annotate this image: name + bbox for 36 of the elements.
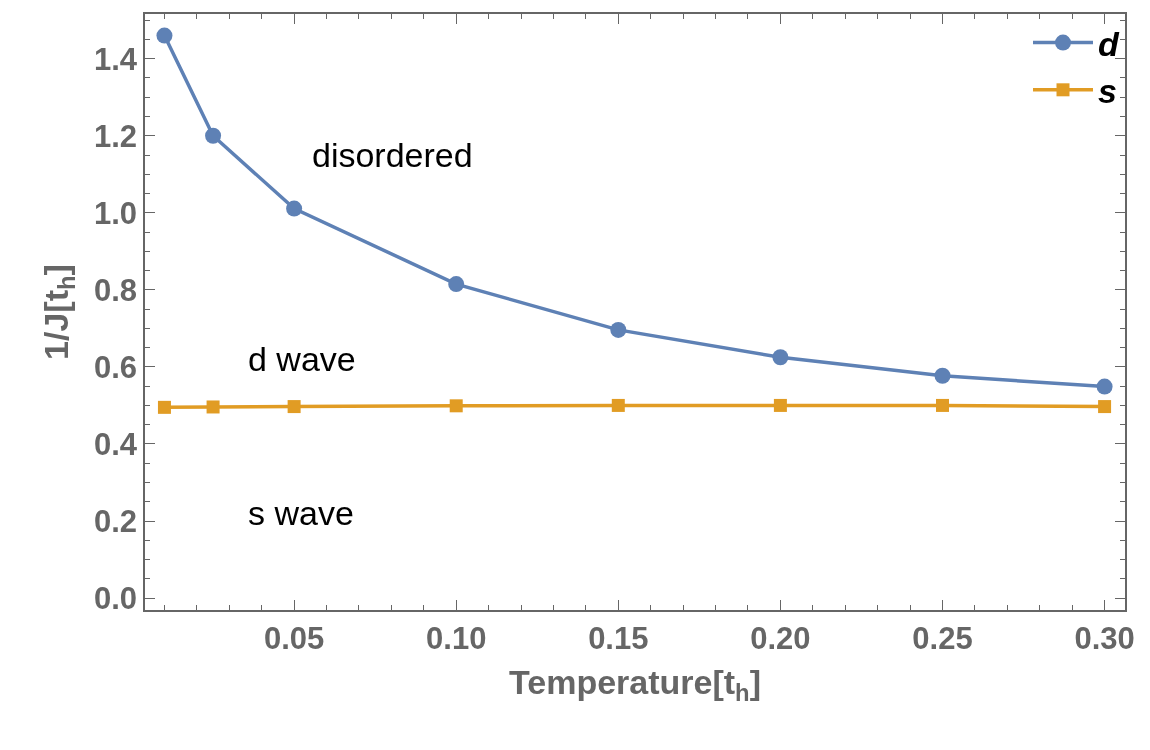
point	[156, 27, 173, 44]
annotation: d wave	[248, 340, 356, 378]
x-tick-label: 0.05	[263, 620, 325, 656]
point	[1098, 400, 1112, 414]
x-tick-label: 0.15	[588, 620, 649, 656]
x-tick-label: 0.25	[912, 620, 973, 656]
point	[286, 200, 303, 217]
x-tick-label: 0.30	[1074, 620, 1135, 656]
point	[935, 398, 949, 412]
point	[773, 398, 787, 412]
legend-label: s	[1098, 72, 1117, 111]
point	[1096, 378, 1113, 395]
x-tick-label: 0.20	[750, 620, 811, 656]
y-tick-label: 0.6	[93, 349, 138, 385]
point	[448, 276, 465, 293]
legend-label: d	[1098, 24, 1120, 63]
point	[449, 399, 463, 413]
point	[772, 349, 789, 366]
x-tick-label: 0.10	[426, 620, 487, 656]
y-tick-label: 0.0	[93, 580, 138, 616]
point	[611, 398, 625, 412]
point	[205, 127, 222, 144]
y-tick-label: 0.4	[93, 426, 138, 462]
point	[206, 400, 220, 414]
point	[934, 367, 951, 384]
y-tick-label: 1.0	[93, 195, 138, 231]
point	[287, 400, 301, 414]
x-axis-title: Temperature[t$_{h}$]	[509, 662, 761, 706]
annotation: s wave	[248, 494, 354, 532]
annotation: disordered	[312, 136, 473, 174]
y-tick-label: 1.4	[93, 41, 138, 77]
point	[610, 321, 627, 338]
y-tick-label: 0.2	[93, 503, 138, 539]
point	[157, 400, 171, 414]
y-tick-label: 1.2	[93, 118, 138, 154]
y-tick-label: 0.8	[93, 272, 138, 308]
